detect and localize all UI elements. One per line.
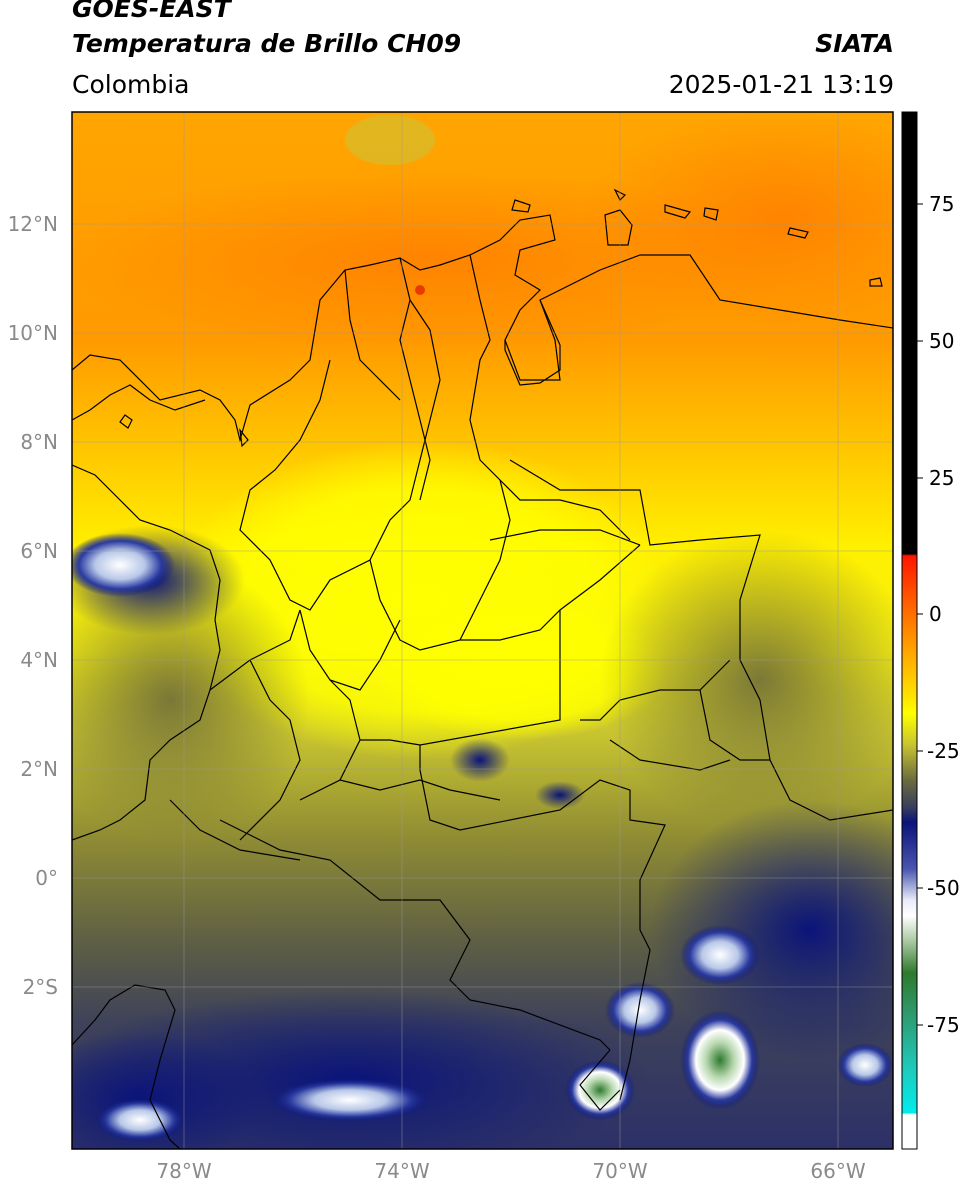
lon-label: 70°W <box>592 1159 647 1183</box>
colorbar-label: -50 <box>927 876 960 900</box>
colorbar: 75 50 25 0 -25 -50 -75 <box>901 111 960 1150</box>
latitude-labels: 12°N 10°N 8°N 6°N 4°N 2°N 0° 2°S <box>8 212 58 999</box>
lat-label: 2°S <box>23 975 58 999</box>
colorbar-gradient <box>902 112 917 1149</box>
region-label: Colombia <box>72 70 190 99</box>
lat-label: 8°N <box>20 430 58 454</box>
colorbar-label: -25 <box>927 739 960 763</box>
colorbar-label: -75 <box>927 1013 960 1037</box>
organization-label: SIATA <box>815 29 894 58</box>
longitude-labels: 78°W 74°W 70°W 66°W <box>156 1159 865 1183</box>
lat-label: 2°N <box>20 757 58 781</box>
lon-label: 74°W <box>374 1159 429 1183</box>
brightness-temperature-field <box>72 112 893 1149</box>
lat-label: 12°N <box>8 212 58 236</box>
lat-label: 0° <box>35 866 58 890</box>
lon-label: 66°W <box>810 1159 865 1183</box>
coastline-and-borders <box>72 188 893 1149</box>
lat-label: 4°N <box>20 648 58 672</box>
lon-label: 78°W <box>156 1159 211 1183</box>
colorbar-frame <box>901 111 918 1150</box>
satellite-title: GOES-EAST <box>72 0 231 23</box>
map-frame <box>71 111 894 1150</box>
colorbar-label: 50 <box>929 329 954 353</box>
datetime-label: 2025-01-21 13:19 <box>668 70 894 99</box>
colorbar-label: 0 <box>929 602 942 626</box>
product-title: Temperatura de Brillo CH09 <box>72 29 462 58</box>
colorbar-label: 25 <box>929 466 954 490</box>
graticule <box>72 112 893 1149</box>
lat-label: 10°N <box>8 321 58 345</box>
colorbar-label: 75 <box>929 192 954 216</box>
lat-label: 6°N <box>20 539 58 563</box>
